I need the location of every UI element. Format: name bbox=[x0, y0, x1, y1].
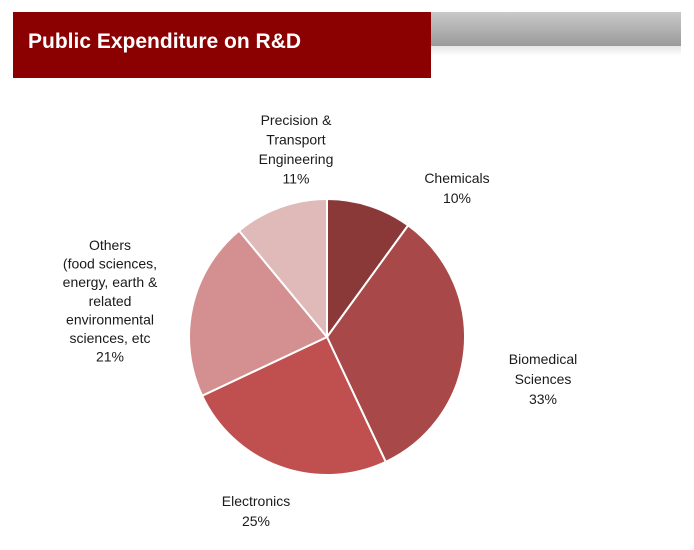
slice-label: Precision & Transport Engineering 11% bbox=[259, 112, 334, 187]
title-banner bbox=[13, 12, 431, 78]
slice-label: Chemicals 10% bbox=[424, 170, 489, 206]
pie-slices bbox=[188, 197, 466, 476]
slice-label: Biomedical Sciences 33% bbox=[509, 351, 577, 407]
slice-label: Others (food sciences, energy, earth & rela… bbox=[63, 237, 158, 365]
header-grey-band bbox=[431, 12, 681, 46]
pie-labels: Chemicals 10% Biomedical Sciences 33% Electro… bbox=[63, 112, 578, 529]
pie-slice bbox=[326, 197, 410, 341]
pie-slice bbox=[325, 223, 466, 464]
slice-label: Electronics 25% bbox=[222, 493, 290, 529]
pie-slice bbox=[237, 197, 328, 340]
pie-slice bbox=[200, 335, 388, 476]
page-title: Public Expenditure on R&D bbox=[28, 30, 302, 53]
header-grey-fade bbox=[431, 46, 681, 56]
pie-slice bbox=[188, 229, 329, 398]
